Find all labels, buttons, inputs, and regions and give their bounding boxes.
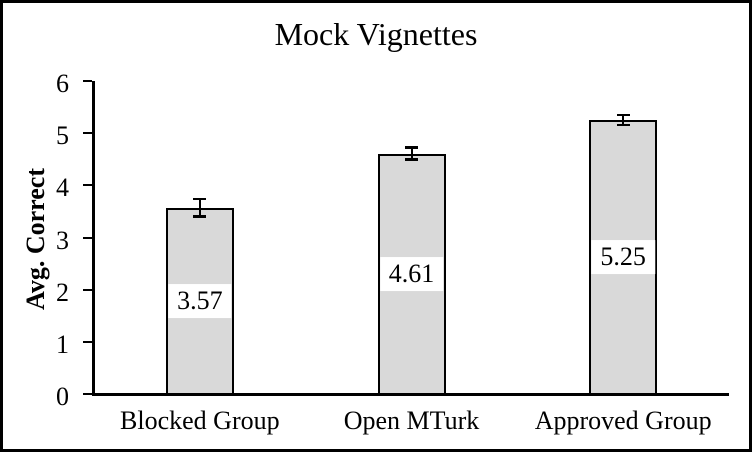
- bar-value-label: 3.57: [168, 283, 232, 318]
- error-bar-bottom-cap: [405, 158, 418, 161]
- error-bar-bottom-cap: [193, 215, 207, 218]
- y-axis-tick: [83, 184, 92, 187]
- y-axis-tick: [83, 132, 92, 135]
- x-category-label: Blocked Group: [120, 406, 280, 435]
- y-axis-tick: [83, 393, 92, 395]
- y-tick-label: 0: [56, 382, 69, 411]
- bar-value-label: 5.25: [591, 240, 655, 275]
- chart-title: Mock Vignettes: [274, 16, 478, 52]
- bar-value-label: 4.61: [379, 256, 444, 291]
- x-category-label: Approved Group: [534, 406, 712, 435]
- error-bar-top-cap: [405, 146, 418, 149]
- y-tick-label: 3: [56, 225, 69, 255]
- y-axis-tick: [83, 288, 92, 291]
- y-tick-label: 6: [56, 69, 69, 98]
- bar-error-bar: [198, 199, 201, 216]
- y-axis-tick: [83, 340, 92, 343]
- y-axis-tick: [83, 80, 92, 82]
- y-tick-label: 1: [56, 329, 69, 359]
- y-axis-line: [92, 81, 95, 396]
- y-tick-label: 5: [56, 121, 69, 151]
- error-bar-bottom-cap: [616, 123, 630, 127]
- x-category-label: Open MTurk: [343, 406, 480, 435]
- error-bar-top-cap: [193, 197, 207, 201]
- y-tick-label: 4: [56, 173, 69, 203]
- bar-error-bar: [622, 115, 625, 125]
- error-bar-top-cap: [616, 113, 630, 117]
- y-tick-label: 2: [56, 277, 69, 307]
- y-axis-tick: [83, 236, 92, 239]
- bar-error-bar: [410, 148, 413, 159]
